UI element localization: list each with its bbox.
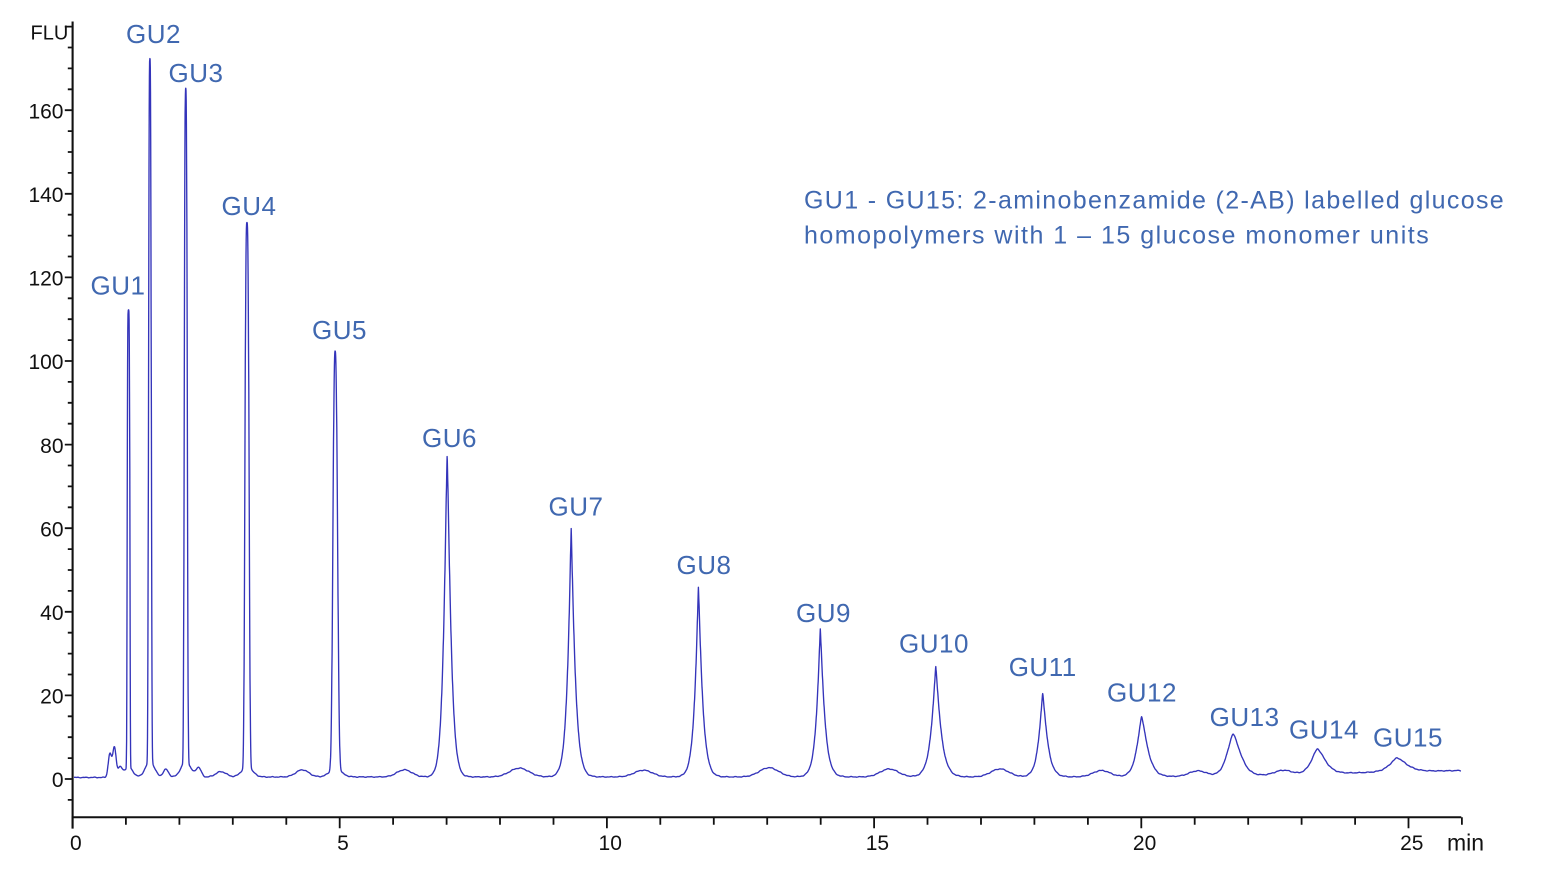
svg-text:20: 20	[1133, 832, 1156, 855]
svg-text:20: 20	[40, 686, 63, 709]
svg-text:120: 120	[28, 268, 63, 291]
svg-text:GU5: GU5	[312, 315, 367, 345]
svg-text:GU8: GU8	[677, 550, 732, 580]
svg-text:80: 80	[40, 435, 63, 458]
svg-text:GU9: GU9	[796, 598, 851, 628]
svg-text:25: 25	[1400, 832, 1423, 855]
svg-text:GU13: GU13	[1210, 702, 1280, 732]
svg-text:GU12: GU12	[1107, 678, 1177, 708]
svg-text:GU2: GU2	[126, 19, 181, 49]
svg-text:homopolymers with 1 – 15 gluco: homopolymers with 1 – 15 glucose monomer…	[804, 222, 1430, 250]
svg-text:GU1: GU1	[91, 271, 146, 301]
svg-text:GU15: GU15	[1373, 723, 1443, 753]
svg-text:GU11: GU11	[1009, 652, 1077, 682]
svg-text:140: 140	[28, 184, 63, 207]
svg-text:15: 15	[866, 832, 889, 855]
svg-text:160: 160	[28, 100, 63, 123]
svg-text:GU6: GU6	[422, 423, 477, 453]
svg-text:60: 60	[40, 518, 63, 541]
svg-text:5: 5	[337, 832, 349, 855]
svg-text:GU1 - GU15: 2-aminobenzamide (: GU1 - GU15: 2-aminobenzamide (2-AB) labe…	[804, 187, 1505, 215]
svg-text:0: 0	[52, 769, 64, 792]
svg-text:100: 100	[28, 351, 63, 374]
svg-text:GU10: GU10	[899, 629, 969, 659]
svg-text:40: 40	[40, 602, 63, 625]
svg-text:FLU: FLU	[31, 23, 69, 45]
svg-text:GU14: GU14	[1289, 715, 1359, 745]
svg-text:GU3: GU3	[169, 58, 224, 88]
svg-text:min: min	[1447, 830, 1484, 856]
svg-text:GU4: GU4	[222, 191, 277, 221]
svg-text:10: 10	[599, 832, 622, 855]
svg-text:GU7: GU7	[549, 492, 604, 522]
svg-text:0: 0	[70, 832, 82, 855]
